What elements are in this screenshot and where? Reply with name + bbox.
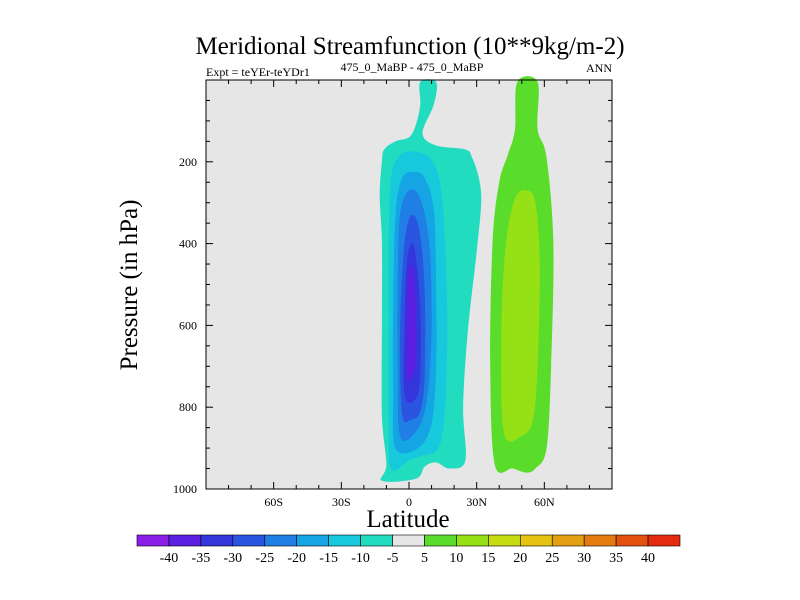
y-axis-label: Pressure (in hPa) xyxy=(116,200,143,371)
colorbar-swatch xyxy=(488,534,521,547)
colorbar: -40 -35 -30 -25 -20 -15 -10 -5 5 10 15 20 25 30 35 40 xyxy=(136,534,681,566)
x-tick-label: 30N xyxy=(466,495,487,509)
colorbar-label: -5 xyxy=(387,551,399,566)
colorbar-swatch xyxy=(168,534,202,547)
colorbar-label: 5 xyxy=(421,551,428,566)
colorbar-label: 15 xyxy=(481,551,495,566)
y-tick-label: 400 xyxy=(179,237,197,251)
colorbar-label: -15 xyxy=(319,551,338,566)
colorbar-label: 30 xyxy=(577,551,591,566)
x-tick-label: 0 xyxy=(406,495,412,509)
colorbar-swatch xyxy=(360,534,393,547)
colorbar-swatch xyxy=(551,534,585,547)
colorbar-swatch xyxy=(615,534,649,547)
period-label: 475_0_MaBP - 475_0_MaBP xyxy=(341,60,484,74)
axis-layer: 60S 30S 0 30N 60N 200 400 600 800 1000 xyxy=(173,79,613,509)
colorbar-label: -30 xyxy=(223,551,242,566)
colorbar-label: 10 xyxy=(449,551,463,566)
colorbar-swatch xyxy=(519,534,553,547)
y-tick-label: 200 xyxy=(179,155,197,169)
colorbar-label: 40 xyxy=(641,551,655,566)
colorbar-label: -35 xyxy=(192,551,211,566)
colorbar-label: -10 xyxy=(351,551,370,566)
colorbar-label: -40 xyxy=(160,551,179,566)
colorbar-swatch xyxy=(647,534,681,547)
colorbar-swatch xyxy=(392,534,425,547)
negative-cell-contour-6 xyxy=(406,264,417,382)
x-axis-label: Latitude xyxy=(366,506,449,533)
colorbar-swatch xyxy=(583,534,617,547)
colorbar-label: 35 xyxy=(609,551,623,566)
x-tick-label: 60N xyxy=(534,495,555,509)
colorbar-swatch xyxy=(200,534,234,547)
colorbar-label: -25 xyxy=(255,551,274,566)
x-tick-label: 30S xyxy=(332,495,351,509)
colorbar-swatch xyxy=(264,534,298,547)
colorbar-swatch xyxy=(296,534,329,547)
y-tick-label: 800 xyxy=(179,400,197,414)
contour-layer xyxy=(379,76,554,482)
colorbar-label: 25 xyxy=(545,551,559,566)
positive-cell-contour-1 xyxy=(501,190,540,442)
experiment-label: Expt = teYEr-teYDr1 xyxy=(206,65,310,79)
season-label: ANN xyxy=(586,61,612,75)
y-tick-label: 600 xyxy=(179,318,197,332)
colorbar-label: -20 xyxy=(287,551,306,566)
colorbar-swatch xyxy=(328,534,361,547)
x-tick-label: 60S xyxy=(264,495,283,509)
colorbar-swatch xyxy=(456,534,489,547)
colorbar-swatch xyxy=(424,534,457,547)
colorbar-swatch xyxy=(232,534,266,547)
chart-title: Meridional Streamfunction (10**9kg/m-2) xyxy=(195,33,624,60)
y-tick-label: 1000 xyxy=(173,482,197,496)
colorbar-label: 20 xyxy=(513,551,527,566)
colorbar-swatch xyxy=(136,534,170,547)
